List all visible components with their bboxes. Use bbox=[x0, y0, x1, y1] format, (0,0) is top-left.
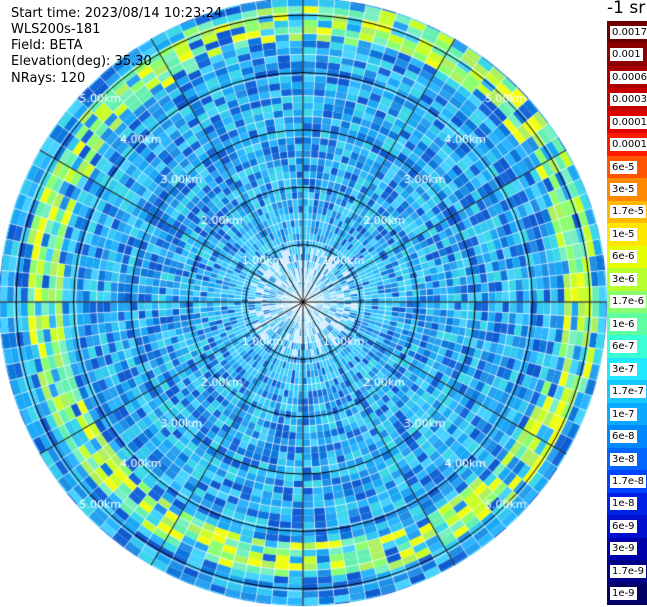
colorbar-tick-label: 1.7e-8 bbox=[610, 474, 647, 488]
colorbar-tick-label: 0.0001 bbox=[610, 138, 647, 152]
nrays-label: NRays: 120 bbox=[11, 71, 86, 86]
colorbar-tick-label: 0.001 bbox=[610, 48, 643, 62]
colorbar-tick-label: 1.7e-9 bbox=[610, 564, 647, 578]
colorbar-tick-label: 6e-9 bbox=[610, 519, 637, 533]
colorbar-tick-label: 0.0006 bbox=[610, 70, 647, 84]
colorbar-tick-label: 1.7e-7 bbox=[610, 385, 647, 399]
colorbar-tick-label: 3e-8 bbox=[610, 452, 637, 466]
colorbar: 0.0017 0.001 0.0006 0.0003 0.00017 0.0001 6e-5… bbox=[607, 21, 647, 606]
elevation-label: Elevation(deg): 35.30 bbox=[11, 54, 152, 69]
colorbar-tick-label: 0.0017 bbox=[610, 25, 647, 39]
colorbar-tick-label: 6e-8 bbox=[610, 430, 637, 444]
colorbar-tick-label: 0.0003 bbox=[610, 93, 647, 107]
colorbar-tick-label: 3e-7 bbox=[610, 362, 637, 376]
colorbar-tick-label: 1.7e-6 bbox=[610, 295, 647, 309]
colorbar-tick-label: 1e-7 bbox=[610, 407, 637, 421]
colorbar-tick-label: 3e-9 bbox=[610, 542, 637, 556]
start-time-label: Start time: 2023/08/14 10:23:24 bbox=[11, 6, 223, 21]
colorbar-tick-label: 1e-5 bbox=[610, 227, 637, 241]
field-label: Field: BETA bbox=[11, 38, 83, 53]
colorbar-tick-label: 6e-7 bbox=[610, 340, 637, 354]
colorbar-tick-label: 1e-6 bbox=[610, 317, 637, 331]
colorbar-tick-label: 1e-8 bbox=[610, 497, 637, 511]
colorbar-unit: -1 sr bbox=[607, 0, 646, 18]
colorbar-tick-label: 1e-9 bbox=[610, 587, 637, 601]
colorbar-tick-label: 1.7e-5 bbox=[610, 205, 647, 219]
colorbar-tick-label: 0.00017 bbox=[610, 115, 647, 129]
device-label: WLS200s-181 bbox=[11, 22, 101, 37]
colorbar-tick-label: 6e-6 bbox=[610, 250, 637, 264]
colorbar-tick-label: 3e-6 bbox=[610, 272, 637, 286]
colorbar-tick-label: 6e-5 bbox=[610, 160, 637, 174]
colorbar-tick-label: 3e-5 bbox=[610, 182, 637, 196]
